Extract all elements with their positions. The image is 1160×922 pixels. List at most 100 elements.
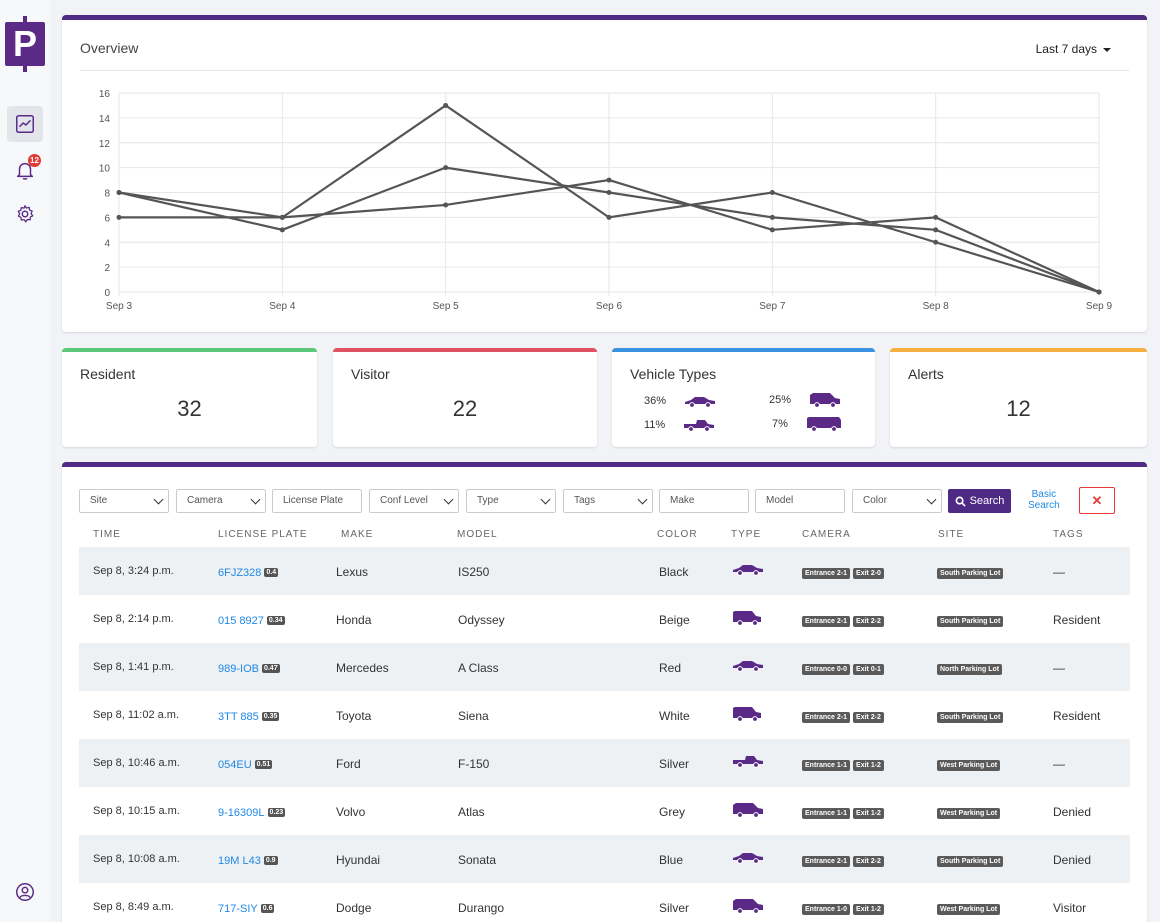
table-row[interactable]: Sep 8, 11:02 a.m. 3TT 885 0.35 Toyota Siena W… (79, 691, 1130, 739)
row-license-plate[interactable]: 717-SIY 0.6 (218, 901, 275, 915)
entrance-camera-tag: Entrance 1-1 (802, 808, 851, 819)
plate-link[interactable]: 3TT 885 (218, 711, 259, 723)
plate-link[interactable]: 717-SIY (218, 903, 258, 915)
site-tag: North Parking Lot (937, 664, 1003, 675)
data-point (116, 190, 122, 195)
row-license-plate[interactable]: 054EU 0.51 (218, 757, 273, 771)
chevron-down-icon (540, 494, 551, 505)
data-point (933, 239, 939, 245)
row-time: Sep 8, 10:15 a.m. (93, 805, 180, 817)
table-row[interactable]: Sep 8, 1:41 p.m. 989-IOB 0.47 Mercedes A Cla… (79, 643, 1130, 691)
row-model: F-150 (458, 757, 490, 771)
clear-filters-button[interactable]: ✕ (1079, 487, 1115, 514)
dashboard-nav-button[interactable] (7, 106, 43, 142)
resident-value: 32 (177, 396, 202, 421)
x-tick-label: Sep 5 (433, 301, 460, 312)
sedan-icon (732, 658, 764, 677)
table-row[interactable]: Sep 8, 10:46 a.m. 054EU 0.51 Ford F-150 Silve… (79, 739, 1130, 787)
column-header-tags[interactable]: TAGS (1053, 529, 1084, 540)
table-row[interactable]: Sep 8, 10:08 a.m. 19M L43 0.9 Hyundai Sonata… (79, 835, 1130, 883)
chevron-down-icon (926, 494, 937, 505)
sedan-icon (732, 562, 764, 581)
data-point (606, 190, 612, 195)
settings-nav-button[interactable] (7, 196, 43, 232)
tags-filter[interactable]: Tags (563, 489, 653, 513)
visitor-title: Visitor (351, 366, 390, 382)
camera-filter[interactable]: Camera (176, 489, 266, 513)
table-row[interactable]: Sep 8, 2:14 p.m. 015 8927 0.34 Honda Odyssey… (79, 595, 1130, 643)
vehicle-type-sedan: 36% (644, 394, 716, 408)
row-site: South Parking Lot (937, 612, 1006, 627)
caret-down-icon (1103, 47, 1111, 52)
row-model: Odyssey (458, 613, 505, 627)
basic-search-link[interactable]: Basic Search (1028, 489, 1060, 511)
color-filter[interactable]: Color (852, 489, 942, 513)
row-license-plate[interactable]: 3TT 885 0.35 (218, 709, 280, 723)
row-tags: — (1053, 565, 1065, 579)
make-input[interactable]: Make (659, 489, 749, 513)
notifications-nav-button[interactable]: 12 (7, 152, 43, 188)
row-model: IS250 (458, 565, 490, 579)
plate-link[interactable]: 19M L43 (218, 855, 261, 867)
row-license-plate[interactable]: 19M L43 0.9 (218, 853, 278, 867)
table-row[interactable]: Sep 8, 3:24 p.m. 6FJZ328 0.4 Lexus IS250 Blac… (79, 547, 1130, 595)
column-header-time[interactable]: TIME (93, 529, 121, 540)
column-header-license-plate[interactable]: LICENSE PLATE (218, 529, 308, 540)
column-header-site[interactable]: SITE (938, 529, 965, 540)
plate-link[interactable]: 9-16309L (218, 807, 265, 819)
license-plate-input[interactable]: License Plate (272, 489, 362, 513)
row-make: Volvo (336, 805, 366, 819)
y-tick-label: 0 (104, 288, 110, 299)
gear-icon (17, 205, 34, 223)
row-license-plate[interactable]: 015 8927 0.34 (218, 613, 285, 627)
basic-search-line1: Basic (1031, 489, 1057, 500)
confidence-badge: 0.9 (263, 856, 278, 866)
row-license-plate[interactable]: 6FJZ328 0.4 (218, 565, 279, 579)
entrance-camera-tag: Entrance 0-0 (802, 664, 851, 675)
column-header-color[interactable]: COLOR (657, 529, 698, 540)
model-input[interactable]: Model (755, 489, 845, 513)
column-header-make[interactable]: MAKE (341, 529, 374, 540)
tags-filter-label: Tags (574, 495, 596, 506)
site-filter-label: Site (90, 495, 108, 506)
row-site: West Parking Lot (937, 900, 1003, 915)
app-logo[interactable]: P (5, 16, 45, 72)
plate-link[interactable]: 015 8927 (218, 615, 264, 627)
exit-camera-tag: Exit 2-0 (853, 568, 884, 579)
row-make: Toyota (336, 709, 372, 723)
row-make: Hyundai (336, 853, 381, 867)
column-header-model[interactable]: MODEL (457, 529, 498, 540)
vehicle-type-pct: 36% (644, 395, 667, 407)
confidence-badge: 0.23 (267, 808, 286, 818)
data-point (769, 214, 775, 220)
row-license-plate[interactable]: 9-16309L 0.23 (218, 805, 286, 819)
x-tick-label: Sep 8 (923, 301, 950, 312)
conf-level-filter[interactable]: Conf Level (369, 489, 459, 513)
table-row[interactable]: Sep 8, 8:49 a.m. 717-SIY 0.6 Dodge Durango Si… (79, 883, 1130, 922)
table-row[interactable]: Sep 8, 10:15 a.m. 9-16309L 0.23 Volvo Atlas G… (79, 787, 1130, 835)
row-tags: Visitor (1053, 901, 1087, 915)
account-nav-button[interactable] (7, 874, 43, 910)
type-filter[interactable]: Type (466, 489, 556, 513)
bell-icon (16, 162, 34, 180)
row-camera: Entrance 0-0 Exit 0-1 (802, 660, 887, 675)
site-tag: South Parking Lot (937, 616, 1004, 627)
site-tag: South Parking Lot (937, 712, 1004, 723)
exit-camera-tag: Exit 1-2 (853, 904, 884, 915)
site-tag: West Parking Lot (937, 808, 1001, 819)
date-range-dropdown[interactable]: Last 7 days (1036, 42, 1111, 56)
site-filter[interactable]: Site (79, 489, 169, 513)
row-license-plate[interactable]: 989-IOB 0.47 (218, 661, 280, 675)
search-button[interactable]: Search (948, 489, 1011, 513)
plate-link[interactable]: 054EU (218, 759, 252, 771)
sidebar: P 12 (0, 0, 50, 922)
vehicle-type-pickup: 11% (644, 418, 715, 432)
row-camera: Entrance 2-1 Exit 2-0 (802, 564, 887, 579)
row-time: Sep 8, 3:24 p.m. (93, 565, 174, 577)
entrance-camera-tag: Entrance 1-0 (802, 904, 851, 915)
column-header-camera[interactable]: CAMERA (802, 529, 851, 540)
vehicle-types-card: Vehicle Types 36% 25% 11% 7% (612, 348, 875, 447)
plate-link[interactable]: 989-IOB (218, 663, 259, 675)
plate-link[interactable]: 6FJZ328 (218, 567, 262, 579)
column-header-type[interactable]: TYPE (731, 529, 762, 540)
